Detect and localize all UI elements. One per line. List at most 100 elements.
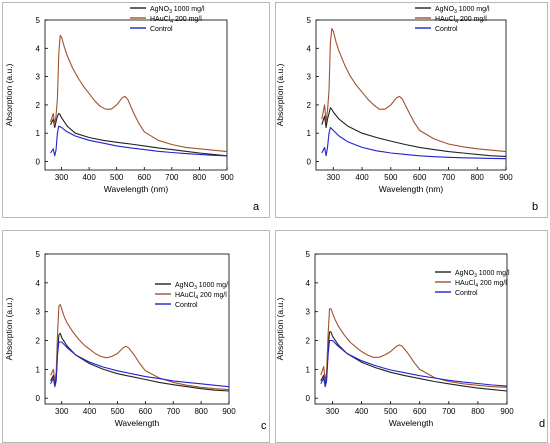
x-axis-label: Wavelength [115, 418, 160, 428]
y-tick-label: 4 [306, 279, 311, 288]
series-line [320, 339, 508, 388]
x-tick-label: 300 [55, 407, 69, 416]
y-tick-label: 5 [36, 16, 41, 25]
series-line [321, 27, 507, 153]
x-tick-label: 400 [83, 407, 97, 416]
chart-svg: 300 400 500 600 700 800 900 0 1 2 3 4 5 Wavelength Abs… [4, 250, 267, 432]
legend-label: Control [175, 302, 198, 309]
y-tick-label: 0 [36, 158, 41, 167]
y-tick-label: 1 [36, 365, 41, 374]
x-tick-label: 800 [193, 173, 207, 182]
panel-label: c [261, 420, 267, 432]
x-tick-label: 500 [384, 173, 398, 182]
chart-svg: 300 400 500 600 700 800 900 0 1 2 3 4 5 Wavelength (n… [275, 6, 538, 213]
y-axis-label: Absorption (a.u.) [4, 297, 14, 360]
x-tick-label: 900 [499, 173, 513, 182]
y-tick-label: 1 [36, 129, 41, 138]
chart-svg: 300 400 500 600 700 800 900 0 1 2 3 4 5 Wavelength Abs… [275, 250, 545, 430]
x-tick-label: 600 [139, 407, 153, 416]
series-line [50, 303, 230, 391]
x-tick-label: 300 [326, 407, 340, 416]
x-tick-label: 900 [500, 407, 514, 416]
series-line [50, 112, 228, 157]
x-tick-label: 700 [442, 173, 456, 182]
legend-label: HAuCl4 200 mg/l [150, 16, 202, 25]
chart-svg: 300 400 500 600 700 800 900 0 1 2 3 4 5 Wavelength (n… [4, 6, 260, 213]
x-tick-label: 400 [82, 173, 96, 182]
series-line [49, 35, 228, 153]
x-tick-label: 500 [384, 407, 398, 416]
y-tick-label: 1 [307, 129, 312, 138]
series-line [321, 126, 507, 160]
legend-label: Control [435, 26, 458, 33]
legend-label: AgNO3 1000 mg/l [150, 6, 205, 15]
panel-label: d [539, 418, 545, 430]
legend-label: AgNO3 1000 mg/l [175, 282, 230, 291]
x-axis-label: Wavelength (nm) [104, 184, 169, 194]
y-tick-label: 5 [307, 16, 312, 25]
plot-area [315, 19, 507, 171]
legend-label: Control [455, 290, 478, 297]
y-tick-label: 0 [36, 394, 41, 403]
x-tick-label: 900 [220, 173, 234, 182]
chart-panel-a: 300 400 500 600 700 800 900 0 1 2 3 4 5 Wavelength (n… [0, 0, 273, 219]
x-axis-label: Wavelength (nm) [379, 184, 444, 194]
y-tick-label: 2 [307, 101, 312, 110]
x-tick-label: 700 [165, 173, 179, 182]
series-line [50, 125, 228, 157]
legend-label: HAuCl4 200 mg/l [455, 280, 507, 289]
x-tick-label: 600 [138, 173, 152, 182]
y-tick-label: 3 [306, 308, 311, 317]
chart-panel-c: 300 400 500 600 700 800 900 0 1 2 3 4 5 Wavelength Abs… [0, 224, 273, 443]
x-tick-label: 300 [55, 173, 69, 182]
series-line [50, 332, 230, 392]
x-tick-label: 600 [413, 407, 427, 416]
y-axis-label: Absorption (a.u.) [275, 297, 285, 360]
legend-label: Control [150, 26, 173, 33]
series-line [50, 341, 230, 388]
y-tick-label: 0 [307, 158, 312, 167]
y-tick-label: 2 [306, 337, 311, 346]
y-tick-label: 2 [36, 101, 41, 110]
panel-label: b [532, 201, 538, 213]
y-tick-label: 0 [306, 394, 311, 403]
y-tick-label: 5 [306, 250, 311, 259]
x-tick-label: 600 [413, 173, 427, 182]
chart-panel-d: 300 400 500 600 700 800 900 0 1 2 3 4 5 Wavelength Abs… [275, 224, 548, 443]
x-tick-label: 500 [110, 173, 124, 182]
series-line [320, 308, 508, 388]
x-tick-label: 300 [327, 173, 341, 182]
y-tick-label: 4 [36, 279, 41, 288]
x-tick-label: 500 [111, 407, 125, 416]
plot-area [44, 253, 230, 405]
legend-label: AgNO3 1000 mg/l [455, 270, 510, 279]
plot-area [314, 253, 508, 405]
x-tick-label: 800 [194, 407, 208, 416]
y-tick-label: 1 [306, 365, 311, 374]
x-tick-label: 700 [442, 407, 456, 416]
y-tick-label: 3 [307, 73, 312, 82]
panel-frame [2, 2, 270, 218]
x-tick-label: 400 [355, 173, 369, 182]
x-tick-label: 800 [471, 173, 485, 182]
plot-area [44, 19, 228, 171]
legend-label: HAuCl4 200 mg/l [175, 292, 227, 301]
panel-frame [275, 2, 548, 218]
y-tick-label: 4 [36, 44, 41, 53]
y-axis-label: Absorption (a.u.) [275, 63, 285, 126]
x-tick-label: 900 [222, 407, 236, 416]
chart-panel-b: 300 400 500 600 700 800 900 0 1 2 3 4 5 Wavelength (n… [275, 0, 548, 219]
y-tick-label: 4 [307, 44, 312, 53]
y-axis-label: Absorption (a.u.) [4, 63, 14, 126]
panel-label: a [253, 201, 260, 213]
legend-label: HAuCl4 200 mg/l [435, 16, 487, 25]
y-tick-label: 3 [36, 308, 41, 317]
y-tick-label: 3 [36, 73, 41, 82]
legend-label: AgNO3 1000 mg/l [435, 6, 490, 15]
series-line [321, 107, 507, 157]
y-tick-label: 5 [36, 250, 41, 259]
